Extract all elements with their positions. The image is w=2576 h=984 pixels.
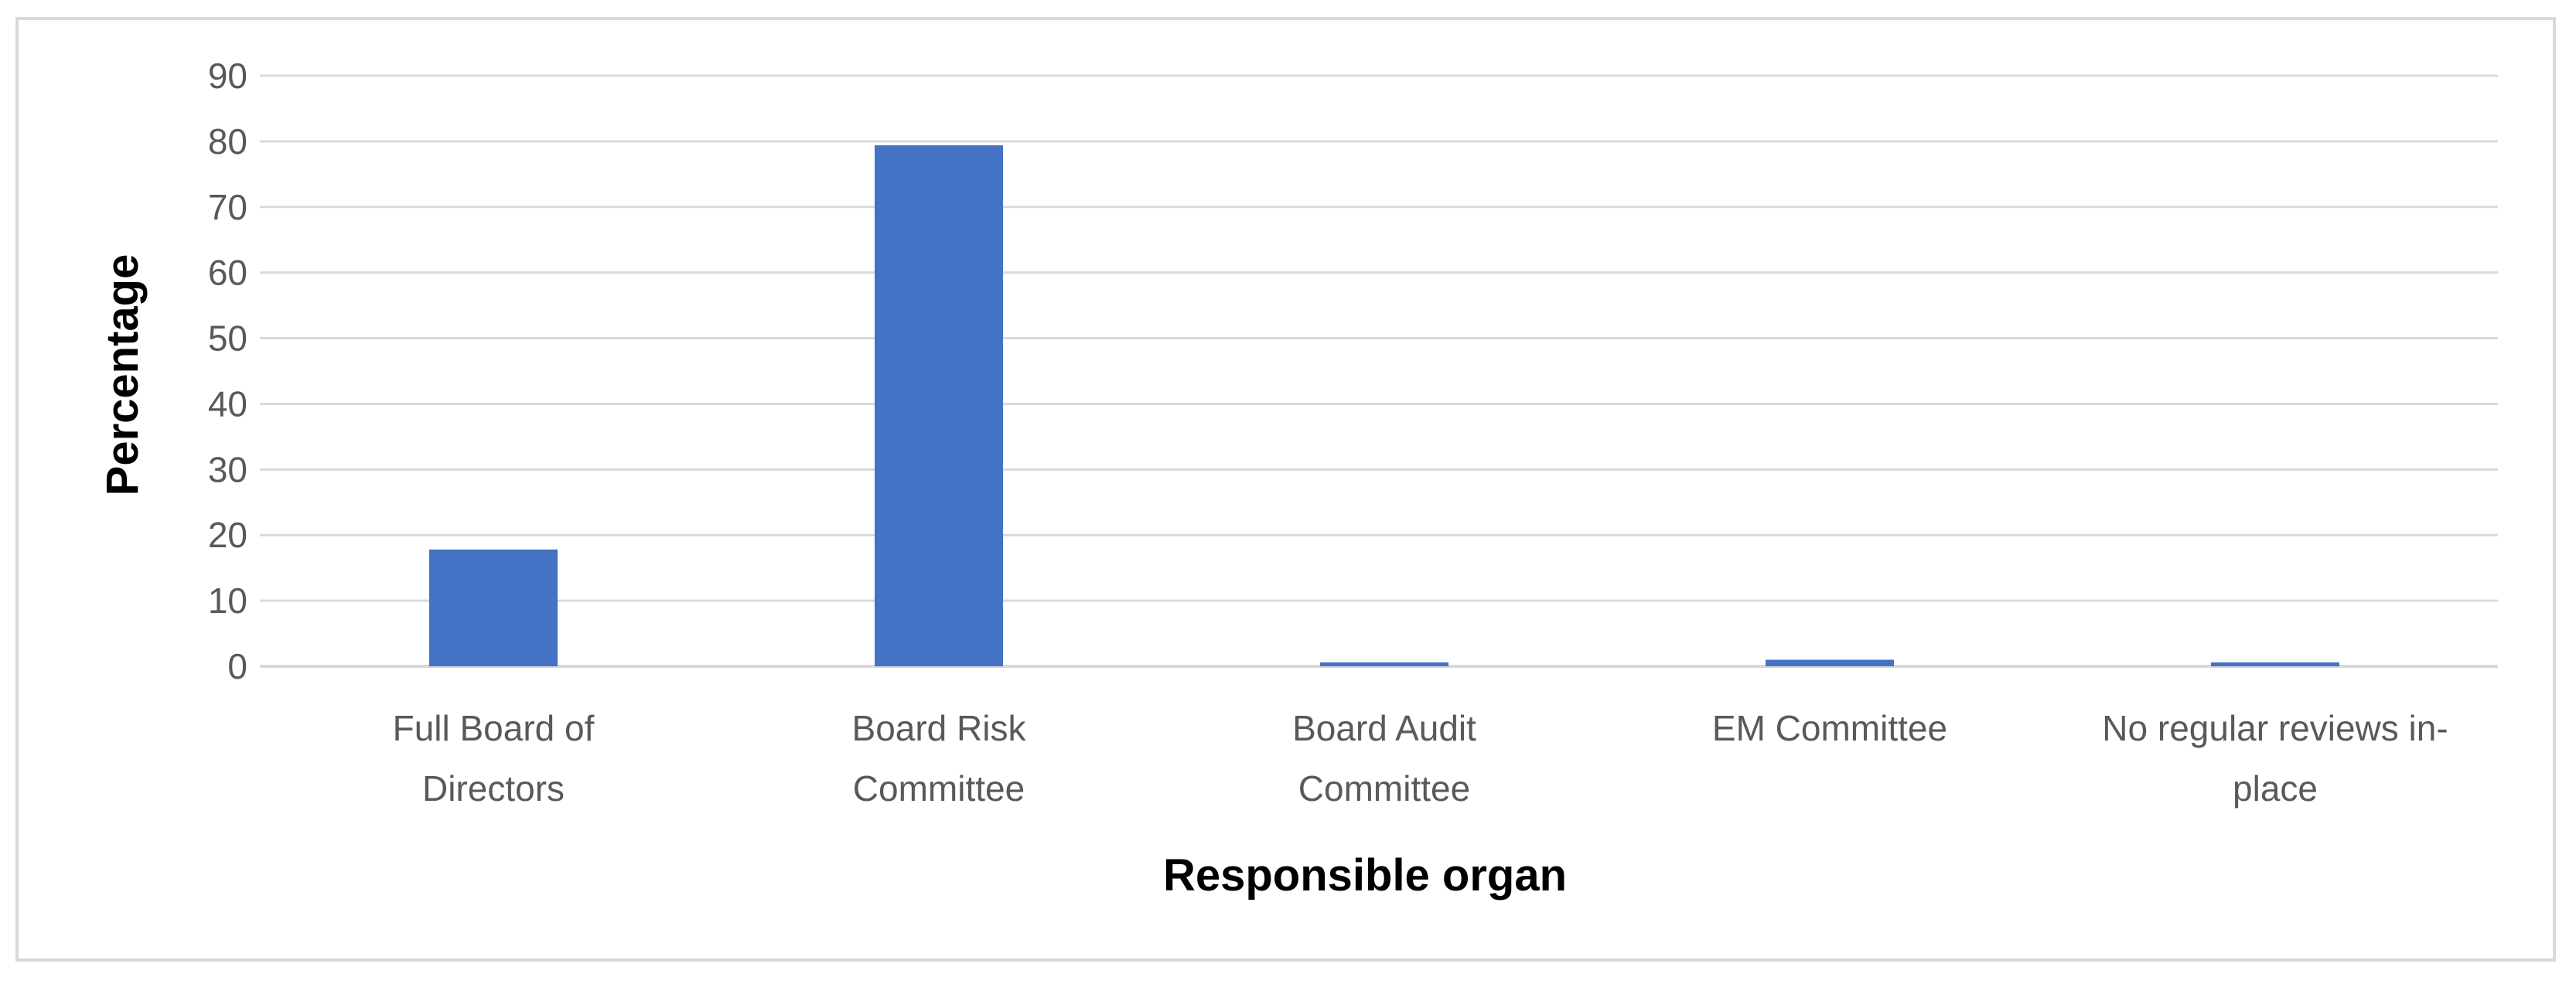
x-tick-label: Full Board of Directors: [393, 708, 595, 809]
y-tick-label: 60: [208, 253, 247, 293]
gridlines: [260, 74, 2498, 668]
x-axis-title: Responsible organ: [1163, 850, 1567, 901]
chart-border: [15, 17, 2556, 962]
y-tick-label: 80: [208, 121, 247, 162]
bar: [2211, 662, 2339, 666]
y-tick-label: 10: [208, 581, 247, 621]
x-tick-label: Board Audit Committee: [1292, 708, 1476, 809]
x-tick-label: EM Committee: [1712, 708, 1947, 748]
y-axis-ticks: 0 10 20 30 40 50 60 70 80 90: [208, 56, 247, 686]
x-tick-label: No regular reviews in-place: [2102, 708, 2448, 809]
bar: [429, 549, 558, 666]
bars: [429, 145, 2339, 666]
bar: [1320, 662, 1448, 666]
y-tick-label: 30: [208, 449, 247, 489]
y-tick-label: 90: [208, 56, 247, 96]
y-tick-label: 20: [208, 515, 247, 555]
y-tick-label: 50: [208, 318, 247, 359]
bar: [1766, 659, 1894, 666]
y-tick-label: 70: [208, 187, 247, 227]
x-axis-ticks: Full Board of Directors Board Risk Committe…: [393, 708, 2448, 809]
y-tick-label: 40: [208, 383, 247, 424]
y-tick-label: 0: [227, 646, 247, 686]
x-tick-label: Board Risk Committee: [852, 708, 1027, 809]
bar: [875, 145, 1003, 666]
y-axis-title: Percentage: [97, 254, 148, 496]
